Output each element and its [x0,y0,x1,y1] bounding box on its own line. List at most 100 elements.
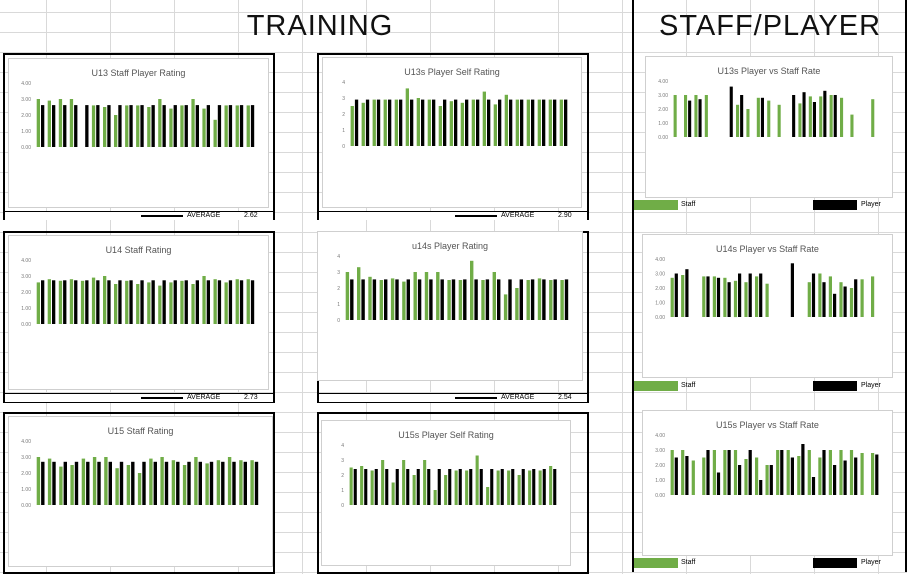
bar-player [443,99,447,146]
bar-staff [670,277,674,317]
bar-staff [114,284,118,324]
chart-u13s-player-self-rating[interactable]: U13s Player Self Rating 4 3 2 1 0 [322,57,582,208]
average-label: AVERAGE [187,394,221,401]
bar-staff [205,463,209,505]
bar-staff [216,460,221,505]
chart-u13-staff-player-rating[interactable]: U13 Staff Player Rating 4.00 3.00 2.00 1.00 0… [8,58,269,208]
bar-player [52,105,56,147]
bar-player [474,279,478,320]
y-tick-label: 0 [337,318,340,324]
y-tick-label: 2.00 [21,290,31,296]
bar-staff [202,276,206,324]
bar-staff [58,99,63,147]
bar-staff [493,104,497,146]
bar-staff [379,280,383,320]
bar-player [354,99,359,146]
bar-player [476,99,480,146]
bar-player [790,263,794,317]
bar-player [416,469,420,505]
bar-staff [839,450,843,495]
y-tick-label: 3.00 [21,97,31,103]
chart-plot: 4.00 3.00 2.00 1.00 0.00 [658,79,875,141]
bar-player [706,276,710,317]
bar-player [129,105,133,147]
bar-staff [482,91,486,146]
bar-staff [458,280,463,320]
bar-staff [808,96,812,137]
bar-staff [733,280,738,318]
chart-u15s-player-vs-staff-rate[interactable]: U15s Player vs Staff Rate 4.00 3.00 2.00 1.0… [642,410,893,556]
bar-player [508,279,512,320]
bar-player [198,461,202,505]
bar-player [833,95,837,137]
bar-player [63,461,67,505]
bar-staff [849,288,854,317]
bar-player [432,99,436,146]
bar-staff [712,276,716,317]
bar-staff [80,280,85,324]
chart-u14-staff-rating[interactable]: U14 Staff Rating 4.00 3.00 2.00 1.00 0.00 [8,235,269,390]
y-tick-label: 2.00 [658,107,668,113]
bar-staff [147,107,151,147]
bar-player [239,280,244,324]
bar-player [458,469,462,505]
bar-player [854,457,858,495]
bar-staff [372,99,376,146]
bar-player [74,280,78,324]
bar-player [738,273,742,317]
bar-player [164,461,169,505]
chart-u15s-player-self-rating[interactable]: U15s Player Self Rating 4 3 2 1 0 [321,420,571,566]
y-tick-label: 4.00 [658,79,668,85]
bar-staff [828,450,832,495]
bar-player [97,461,101,505]
bar-staff [860,453,864,495]
chart-title: u14s Player Rating [411,241,489,251]
bar-staff [828,276,832,317]
chart-u13s-player-vs-staff-rate[interactable]: U13s Player vs Staff Rate 4.00 3.00 2.00 1.0… [645,56,893,198]
average-footer-u14-staff: AVERAGE 2.73 [5,393,273,402]
bar-player [509,99,513,146]
bar-player [854,279,858,317]
bar-staff [850,114,854,137]
y-tick-label: 2.00 [21,113,31,119]
chart-u14s-player-vs-staff-rate[interactable]: U14s Player vs Staff Rate 4.00 3.00 2.00 1.0… [642,234,893,378]
chart-u14s-player-rating[interactable]: u14s Player Rating 4 3 2 1 0 [317,231,583,381]
bar-staff [171,460,176,505]
bar-player [107,105,111,147]
bar-staff [765,283,769,317]
training-block-u14-staff [3,231,275,403]
bar-player [498,99,502,146]
bar-player [232,461,236,505]
bar-staff [849,450,854,495]
bar-staff [235,105,239,147]
average-value: 2.54 [558,394,572,401]
bar-staff [444,475,448,505]
bar-staff [712,450,716,495]
bar-staff [807,450,811,495]
bar-player [131,461,135,505]
bar-player [469,469,473,505]
bar-player [542,99,546,146]
bar-staff [460,102,464,146]
chart-title: U14 Staff Rating [105,245,172,255]
bar-staff [360,466,364,505]
bar-player [454,99,458,146]
chart-u15-staff-rating[interactable]: U15 Staff Rating 4.00 3.00 2.00 1.00 0.00 [8,416,273,567]
y-tick-label: 2 [341,473,344,479]
y-tick-label: 1.00 [655,478,665,484]
bar-player [716,277,721,317]
bar-player [427,469,431,505]
bar-player [217,105,222,147]
y-tick-label: 2.00 [655,463,665,469]
y-tick-label: 4.00 [21,81,31,87]
legend-player-label: Player [861,201,881,208]
bar-player [107,280,111,324]
bar-staff [125,105,129,147]
bar-staff [125,280,129,324]
bar-staff [723,450,727,495]
bar-player [769,465,773,495]
bar-staff [424,272,429,320]
bar-player [790,457,794,495]
bar-staff [702,457,706,495]
y-tick-label: 3.00 [655,448,665,454]
